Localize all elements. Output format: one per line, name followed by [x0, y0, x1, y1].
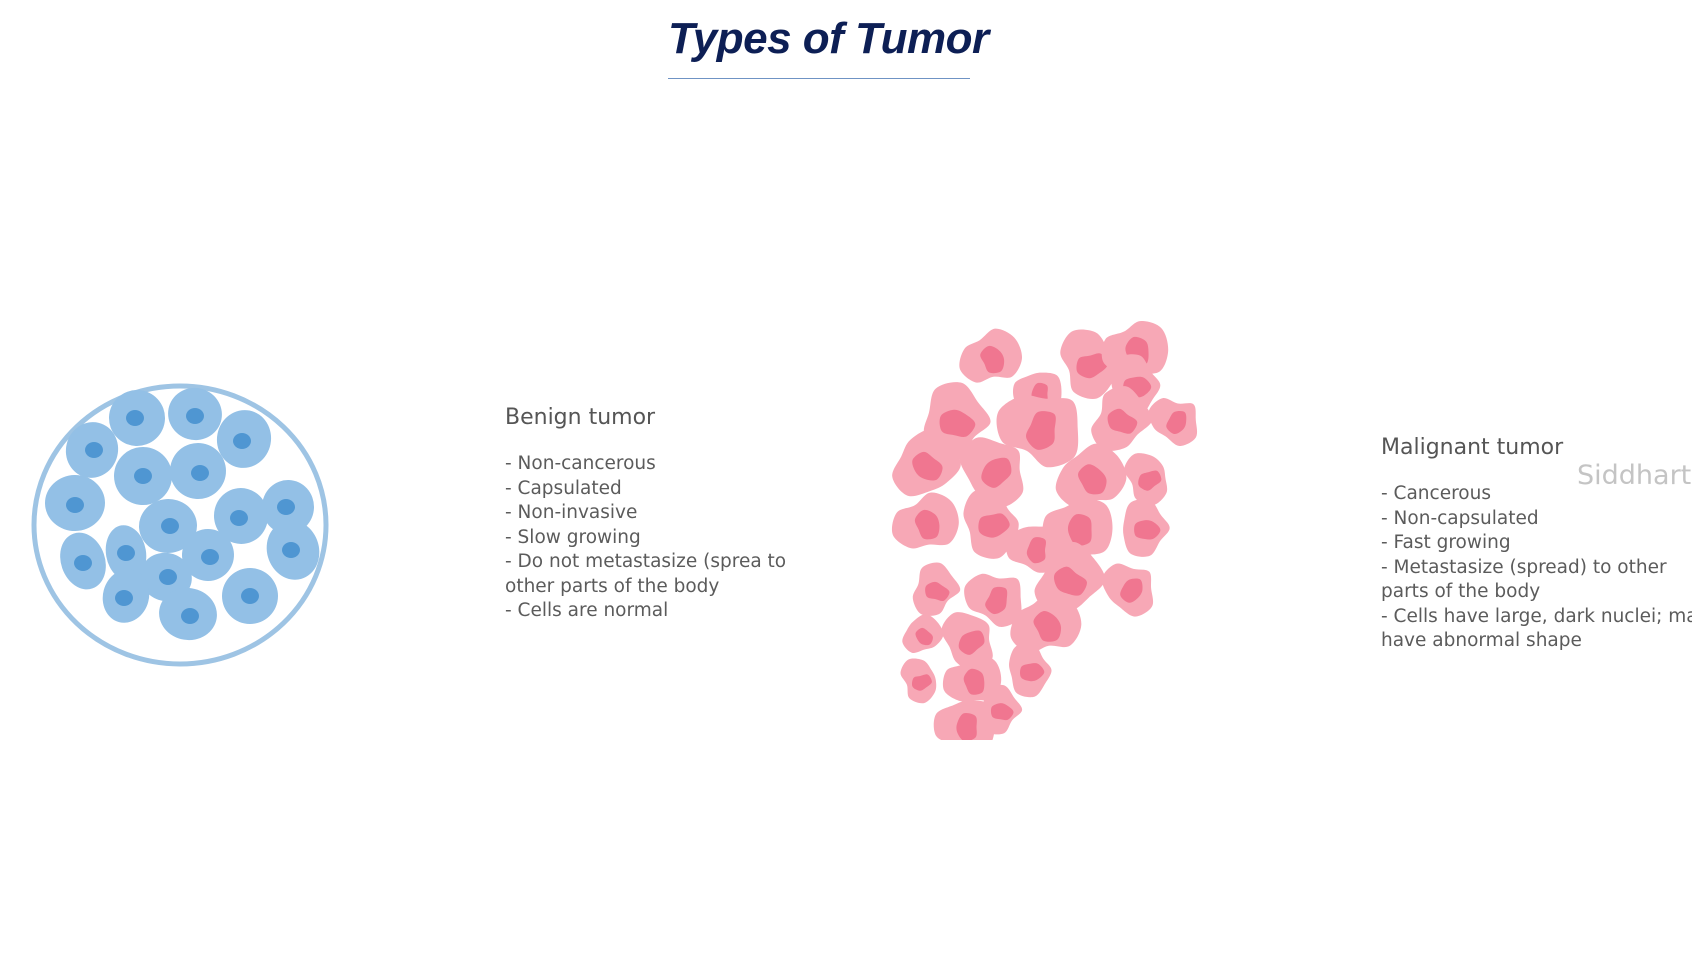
- malignant-nucleus: [1020, 663, 1045, 682]
- benign-nucleus: [241, 588, 259, 604]
- malignant-nucleus: [1033, 611, 1062, 642]
- benign-nucleus: [126, 410, 144, 426]
- malignant-nucleus: [981, 457, 1012, 488]
- malignant-nucleus: [1067, 514, 1092, 546]
- malignant-nucleus: [1078, 464, 1107, 495]
- malignant-nucleus: [978, 513, 1010, 538]
- feature-item: - Cells have large, dark nuclei; may hav…: [1381, 605, 1692, 652]
- watermark: Siddharth: [1577, 460, 1692, 491]
- benign-nucleus: [277, 499, 295, 515]
- benign-nucleus: [115, 590, 133, 606]
- benign-nucleus: [159, 569, 177, 585]
- malignant-nucleus: [915, 627, 933, 646]
- feature-item: - Fast growing: [1381, 532, 1511, 553]
- feature-item: - Capsulated: [505, 477, 622, 499]
- feature-item: - Non-invasive: [505, 502, 638, 523]
- malignant-nucleus: [958, 630, 985, 655]
- feature-item: - Non-capsulated: [1381, 507, 1539, 529]
- benign-nucleus: [233, 433, 251, 449]
- malignant-nucleus: [925, 581, 950, 602]
- malignant-nucleus: [985, 586, 1008, 615]
- malignant-nucleus: [1134, 520, 1161, 540]
- malignant-nucleus: [980, 345, 1005, 374]
- benign-nucleus: [186, 408, 204, 424]
- benign-nucleus: [181, 608, 199, 624]
- benign-nucleus: [117, 545, 135, 561]
- benign-nucleus: [201, 549, 219, 565]
- malignant-nucleus: [1166, 410, 1187, 435]
- benign-heading: Benign tumor: [505, 405, 656, 430]
- feature-item: - Metastasize (spread) to other parts of…: [1381, 556, 1667, 603]
- feature-item: - Cancerous: [1381, 483, 1491, 504]
- malignant-nucleus: [990, 703, 1014, 721]
- feature-item: - Non-cancerous: [505, 453, 656, 474]
- malignant-cells: [891, 321, 1198, 740]
- benign-nucleus: [134, 468, 152, 484]
- benign-tumor-illustration: [31, 383, 329, 667]
- malignant-nucleus: [963, 668, 985, 695]
- malignant-nucleus: [1053, 566, 1087, 596]
- malignant-tumor-illustration: [891, 321, 1198, 740]
- benign-cells: [45, 387, 320, 641]
- benign-nucleus: [74, 555, 92, 571]
- feature-item: - Slow growing: [505, 526, 641, 548]
- benign-nucleus: [85, 442, 103, 458]
- malignant-nucleus: [1138, 470, 1162, 491]
- malignant-nucleus: [956, 713, 977, 740]
- malignant-heading: Malignant tumor: [1381, 435, 1564, 460]
- feature-item: - Do not metastasize (sprea to other par…: [505, 551, 787, 597]
- malignant-nucleus: [1107, 408, 1138, 434]
- malignant-nucleus: [1120, 578, 1143, 603]
- malignant-nucleus: [911, 674, 932, 691]
- benign-nucleus: [66, 497, 84, 513]
- malignant-nucleus: [939, 409, 976, 438]
- malignant-features-list: - Cancerous - Non-capsulated - Fast growin…: [1381, 482, 1692, 654]
- malignant-nucleus: [914, 509, 940, 540]
- feature-item: - Cells are normal: [505, 600, 669, 621]
- benign-nucleus: [282, 542, 300, 558]
- benign-nucleus: [191, 465, 209, 481]
- malignant-nucleus: [1026, 411, 1056, 450]
- malignant-nucleus: [1026, 537, 1046, 564]
- malignant-nucleus: [912, 451, 943, 481]
- title-underline: [668, 78, 970, 79]
- benign-features-list: - Non-cancerous - Capsulated - Non-invasiv…: [505, 452, 797, 624]
- benign-nucleus: [161, 518, 179, 534]
- page-title: Types of Tumor: [668, 14, 989, 63]
- benign-nucleus: [230, 510, 248, 526]
- malignant-nucleus: [1076, 353, 1108, 379]
- capsule: [31, 383, 329, 667]
